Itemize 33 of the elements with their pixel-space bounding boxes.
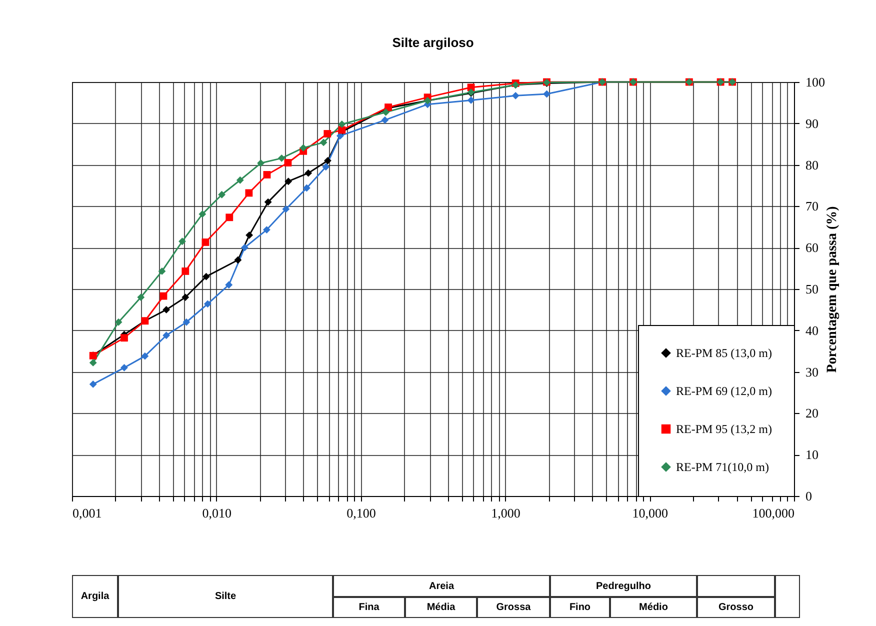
- y-tick-label: 30: [806, 364, 818, 380]
- y-tick-label: 80: [806, 157, 818, 172]
- text: Fina: [333, 597, 405, 618]
- text: Pedregulho: [550, 575, 697, 597]
- y-tick-label: 90: [806, 116, 818, 131]
- text: Areia: [333, 575, 550, 597]
- x-tick-label: 0,001: [72, 506, 102, 520]
- y-tick-label: 70: [806, 198, 818, 214]
- y-tick-label: 50: [806, 282, 818, 296]
- text: Silte: [118, 575, 333, 618]
- y-tick-label: 20: [806, 406, 818, 421]
- y-tick-label: 10: [806, 447, 818, 462]
- legend-label: RE-PM 71(10,0 m): [676, 460, 770, 474]
- text: Média: [405, 597, 477, 618]
- x-tick-label: 10,000: [632, 506, 668, 520]
- legend-label: RE-PM 85 (13,0 m): [676, 346, 772, 360]
- y-axis-title: Porcentagem que passa (%): [825, 206, 840, 373]
- legend-label: RE-PM 69 (12,0 m): [676, 384, 772, 398]
- text: Fino: [550, 597, 610, 618]
- x-tick-label: 1,000: [491, 506, 520, 520]
- y-tick-label: 40: [806, 322, 818, 338]
- y-tick-label: 60: [806, 240, 818, 256]
- legend-label: RE-PM 95 (13,2 m): [676, 422, 772, 436]
- text: Grosso: [697, 597, 775, 618]
- chart-title: Silte argiloso: [392, 35, 474, 50]
- text: Médio: [610, 597, 697, 618]
- y-tick-label: 0: [806, 488, 812, 504]
- text: Grossa: [477, 597, 550, 618]
- x-tick-label: 0,010: [202, 506, 232, 520]
- x-tick-label: 0,100: [346, 506, 376, 520]
- y-tick-label: 100: [806, 74, 825, 90]
- x-tick-label: 100,000: [752, 506, 794, 520]
- text: Argila: [72, 575, 118, 618]
